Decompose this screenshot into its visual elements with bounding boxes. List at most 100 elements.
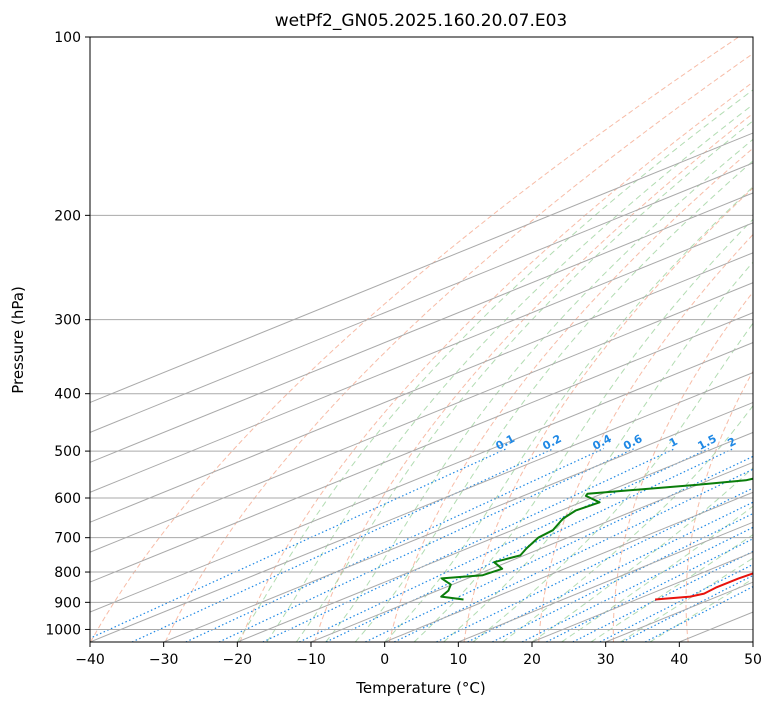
mixing-ratio-line [185, 447, 604, 642]
dry-adiabat [538, 233, 753, 642]
y-axis-label: Pressure (hPa) [9, 286, 27, 394]
mixing-ratio-label: 0.6 [621, 432, 645, 453]
mixing-ratio-line [521, 526, 753, 642]
y-tick-label: 600 [54, 491, 81, 507]
moist-adiabat [472, 322, 753, 642]
isotherm-gridline [90, 252, 753, 523]
mixing-ratio-line [262, 447, 676, 642]
mixing-ratio-label: 1 [667, 435, 680, 450]
plot-background [90, 37, 775, 642]
mixing-ratio-label: 0.4 [590, 432, 614, 453]
isotherm-gridline [90, 192, 753, 463]
isotherm-gridline [237, 431, 753, 642]
mixing-ratio-label: 0.2 [540, 432, 563, 453]
grid-lines [90, 37, 753, 642]
moist-adiabat [413, 218, 753, 642]
isotherm-gridline [458, 521, 753, 642]
moist-adiabat [649, 578, 753, 642]
mixing-ratio-line [436, 487, 753, 642]
profile-lines [440, 477, 753, 601]
isotherm-gridline [90, 312, 753, 583]
moist-adiabat [384, 186, 753, 642]
dry-adiabat [239, 81, 753, 642]
mixing-ratio-line [622, 574, 753, 642]
isotherm-label: 40 [767, 593, 775, 611]
isotherm-label: 30 [768, 563, 775, 581]
isotherm-gridline [163, 401, 753, 642]
x-tick-label: 0 [380, 652, 389, 668]
mixing-ratio-line [599, 563, 753, 642]
isotherm-gridline [90, 342, 753, 613]
plot-frame [89, 36, 754, 643]
mixing-ratio-line [131, 447, 554, 642]
moist-adiabat [354, 160, 753, 642]
dewpoint-profile-line [440, 477, 753, 601]
isotherm-gridline [90, 371, 753, 642]
isotherm-gridline [90, 132, 753, 404]
mixing-ratio-label: 2 [725, 435, 738, 450]
isotherm-gridline [90, 282, 753, 553]
mixing-ratio-line [492, 512, 753, 642]
isotherm-label: 20 [766, 534, 775, 552]
y-tick-label: 900 [54, 595, 81, 611]
mixing-ratio-line [298, 447, 710, 642]
mixing-ratio-line [572, 550, 753, 642]
mixing-ratio-line [90, 447, 508, 639]
mixing-ratio-line [393, 468, 753, 642]
mixing-ratio-labels: 0.1 0.2 0.4 0.6 1 1.5 2 [494, 432, 739, 453]
moist-adiabat [502, 404, 753, 642]
moist-adiabat [236, 89, 753, 642]
x-axis: −40 −30 −20 −10 0 10 20 30 40 50 [75, 642, 762, 668]
dry-adiabat [756, 37, 775, 642]
y-tick-label: 300 [54, 313, 81, 329]
mixing-ratio-label: 0.1 [494, 432, 517, 453]
isotherm-gridline [90, 222, 753, 493]
moist-adiabat [561, 505, 753, 642]
isotherm-gridline [90, 162, 753, 433]
y-tick-label: 200 [54, 208, 81, 224]
moist-adiabat [325, 138, 753, 642]
mixing-ratio-line [644, 585, 753, 642]
chart-title: wetPf2_GN05.2025.160.20.07.E03 [275, 11, 567, 31]
dry-adiabat [314, 112, 753, 642]
isotherm-gridline [310, 461, 753, 642]
temperature-profile-line [655, 572, 753, 601]
dry-adiabat [612, 291, 753, 642]
x-tick-label: −30 [149, 652, 179, 668]
moist-adiabat [531, 466, 753, 642]
y-tick-label: 700 [54, 531, 81, 547]
y-axis: 100 200 300 400 500 600 700 800 900 1000 [45, 30, 90, 638]
y-tick-label: 400 [54, 387, 81, 403]
x-tick-label: −10 [296, 652, 326, 668]
isotherm-gridline [384, 491, 753, 642]
moist-adiabat [266, 103, 753, 642]
x-tick-label: −40 [75, 652, 105, 668]
isotherm-gridline [752, 641, 753, 642]
isotherm-gridline [531, 551, 753, 642]
x-tick-label: 20 [523, 652, 541, 668]
y-tick-label: 100 [54, 30, 81, 46]
dry-adiabat [685, 370, 753, 642]
dry-adiabat [388, 147, 753, 642]
x-tick-label: 50 [744, 652, 762, 668]
dry-adiabat [463, 187, 753, 642]
mixing-ratio-line [467, 501, 753, 642]
dry-adiabat [90, 37, 739, 642]
x-tick-label: −20 [223, 652, 253, 668]
y-tick-label: 1000 [45, 622, 81, 638]
moist-adiabat [295, 120, 753, 642]
isotherm-gridline [679, 611, 753, 642]
dry-adiabat [164, 53, 753, 642]
x-tick-label: 40 [670, 652, 688, 668]
moist-adiabat [443, 261, 753, 642]
mixing-ratio-line [218, 447, 635, 642]
y-tick-label: 800 [54, 565, 81, 581]
moist-adiabat [590, 534, 753, 642]
y-tick-label: 500 [54, 444, 81, 460]
x-tick-label: 30 [597, 652, 615, 668]
x-axis-label: Temperature (°C) [355, 679, 485, 697]
x-tick-label: 10 [449, 652, 467, 668]
mixing-ratio-label: 1.5 [695, 432, 718, 453]
